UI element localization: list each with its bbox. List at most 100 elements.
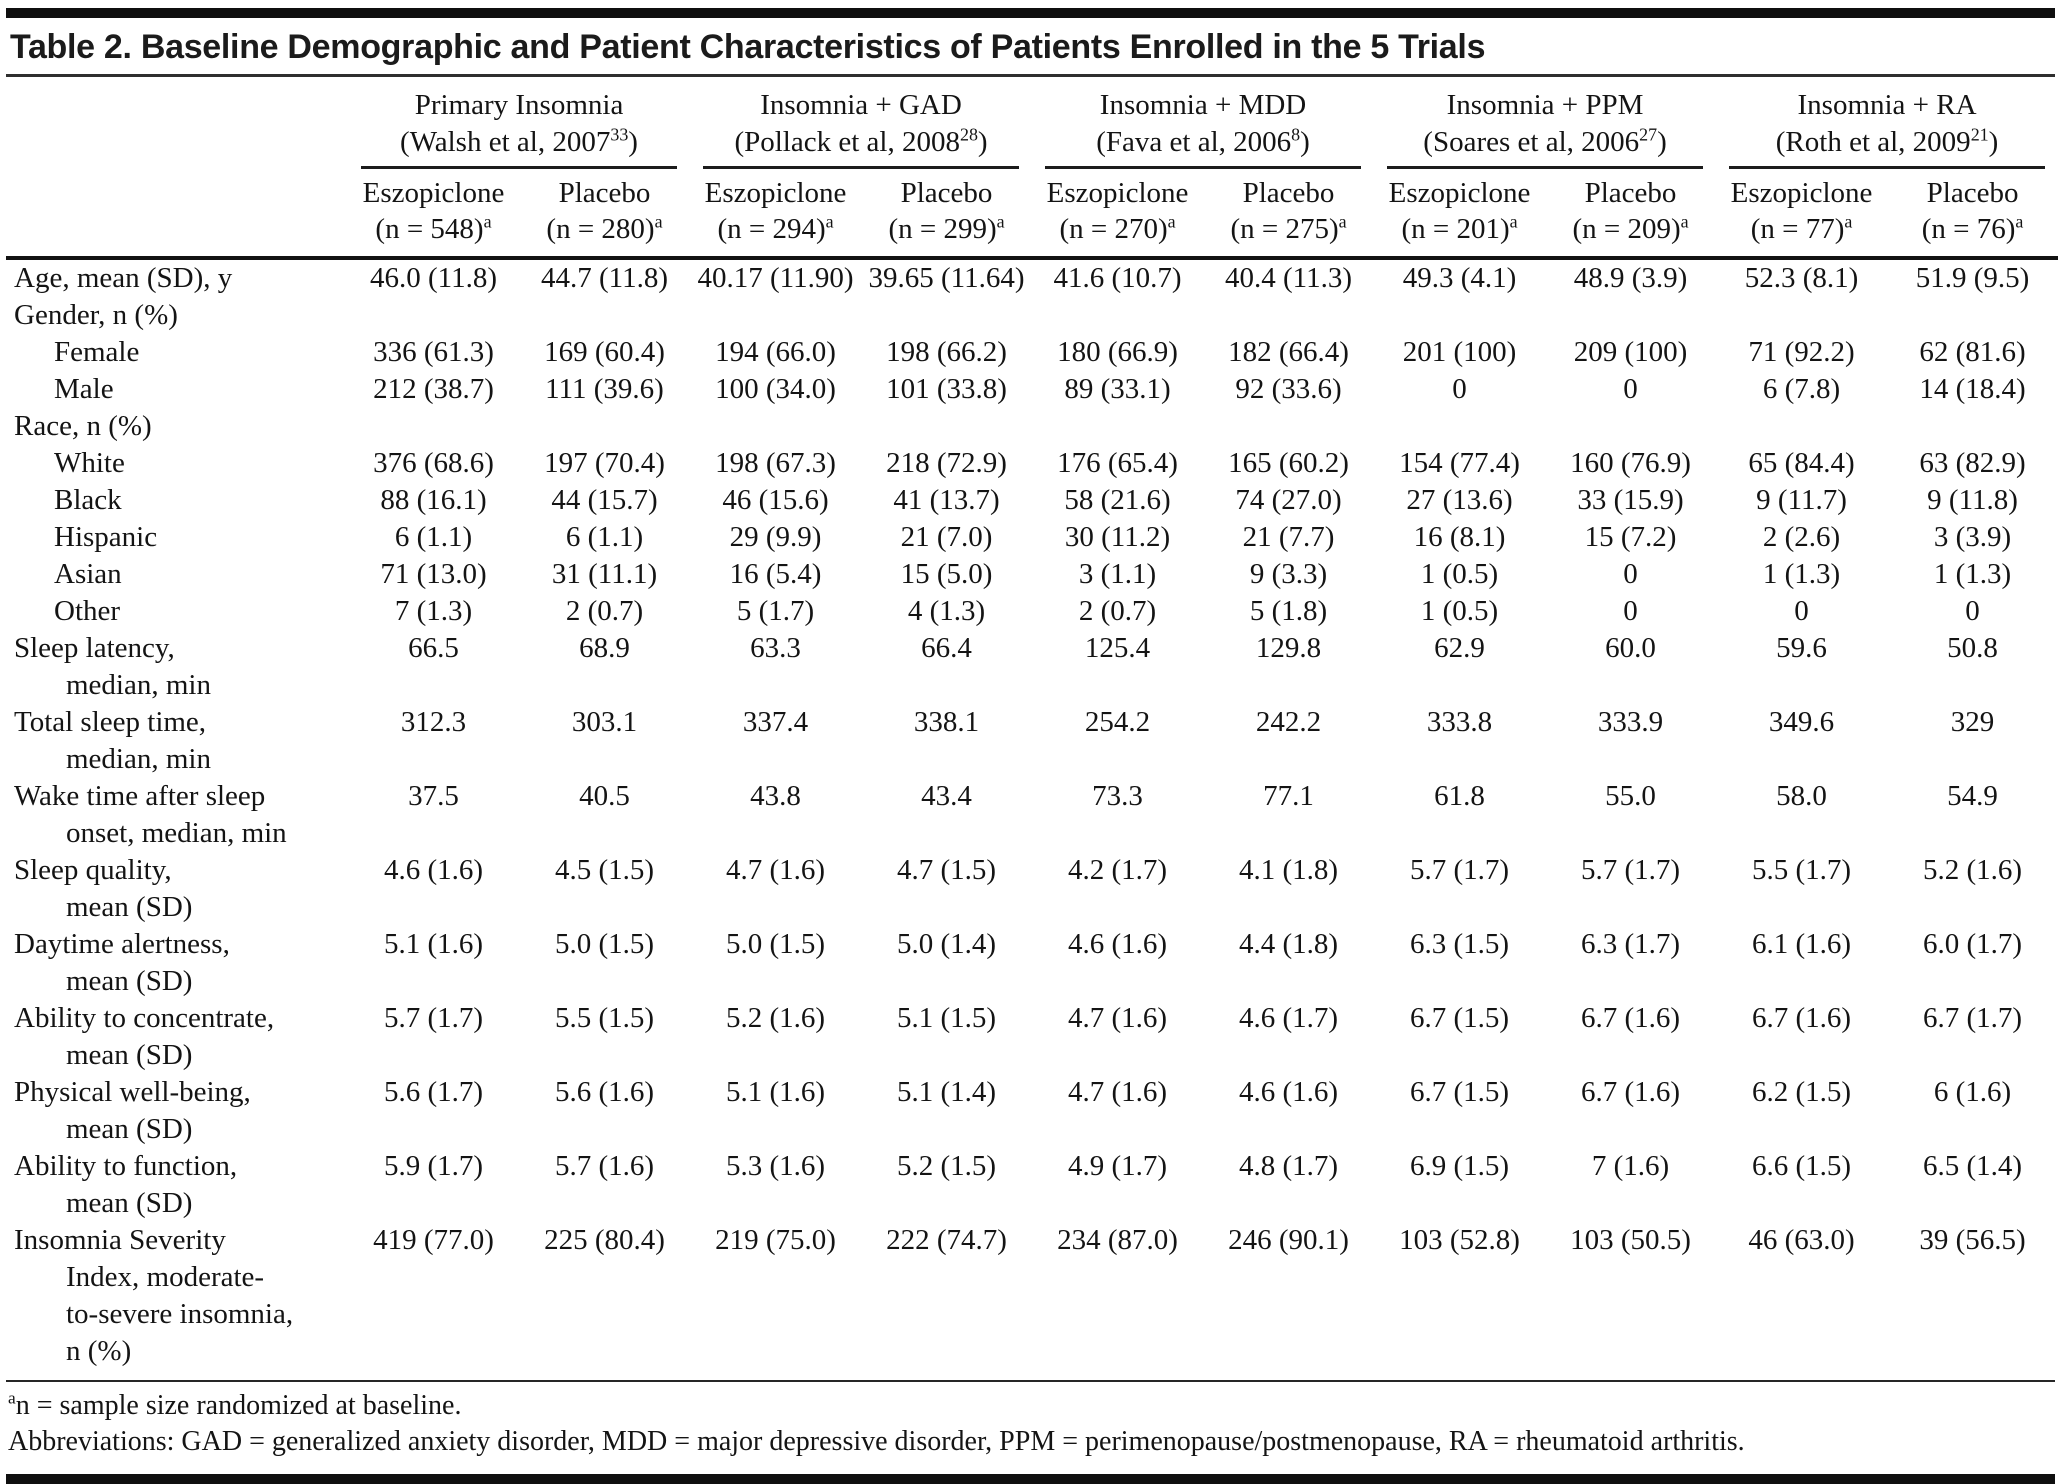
table-cell: 6.7 (1.6) xyxy=(1752,1002,1852,1034)
row-label: Sleep latency, median, min xyxy=(6,630,348,704)
table-row: Female 336 (61.3) 169 (60.4) 194 (66.0) 198 … xyxy=(6,334,2058,371)
table-cell: 4.9 (1.7) xyxy=(1067,1150,1168,1182)
column-header: Eszopiclone (n = 270)a xyxy=(1032,169,1204,260)
row-label-line: Sleep latency, xyxy=(14,632,175,664)
column-header: Eszopiclone (n = 77)a xyxy=(1716,169,1888,260)
citation-close: ) xyxy=(1300,126,1310,158)
table-cell: 6.6 (1.5) xyxy=(1752,1150,1852,1182)
column-sample-size: (n = 275)a xyxy=(1203,211,1374,247)
table-cell: 40.17 (11.90) xyxy=(697,262,854,294)
table-cell: 194 (66.0) xyxy=(715,336,836,368)
table-cell: 9 (11.7) xyxy=(1756,484,1847,516)
row-label: Other xyxy=(6,593,348,630)
table-cell: 4.6 (1.6) xyxy=(383,854,484,886)
row-label-line: n (%) xyxy=(66,1335,132,1367)
table-cell: 16 (5.4) xyxy=(729,558,822,590)
table-cell: 333.8 xyxy=(1426,706,1493,738)
table-cell: 4.7 (1.6) xyxy=(1067,1076,1168,1108)
table-cell: 7 (1.6) xyxy=(1591,1150,1670,1182)
column-drug-name: Placebo xyxy=(558,177,651,209)
table-cell: 5.7 (1.7) xyxy=(1409,854,1510,886)
table-row: Ability to function, mean (SD) 5.9 (1.7) 5.… xyxy=(6,1148,2058,1222)
table-cell: 58 (21.6) xyxy=(1064,484,1171,516)
column-sample-size: (n = 294)a xyxy=(690,211,861,247)
table-cell: 6.7 (1.5) xyxy=(1409,1076,1510,1108)
baseline-characteristics-table: Primary Insomnia (Walsh et al, 200733) Ins… xyxy=(6,77,2059,1370)
row-label: Ability to concentrate, mean (SD) xyxy=(6,1000,348,1074)
table-cell: 46 (15.6) xyxy=(722,484,829,516)
group-citation: (Soares et al, 200627) xyxy=(1387,124,1703,161)
sample-size-superscript: a xyxy=(1680,211,1689,232)
footnote-line: Abbreviations: GAD = generalized anxiety… xyxy=(8,1424,2053,1460)
table-row: Male 212 (38.7) 111 (39.6) 100 (34.0) 101 (3… xyxy=(6,371,2058,408)
table-cell: 77.1 xyxy=(1263,780,1314,812)
table-cell: 41 (13.7) xyxy=(893,484,1000,516)
table-cell: 5.2 (1.6) xyxy=(725,1002,826,1034)
footnote-superscript: a xyxy=(8,1388,16,1408)
table-cell: 198 (67.3) xyxy=(715,447,836,479)
table-cell: 333.9 xyxy=(1597,706,1664,738)
row-label-line: Other xyxy=(54,595,121,627)
table-cell xyxy=(861,297,1032,334)
group-header-row: Primary Insomnia (Walsh et al, 200733) Ins… xyxy=(6,77,2058,169)
table-body: Age, mean (SD), y 46.0 (11.8) 44.7 (11.8) 4… xyxy=(6,258,2058,1370)
group-header: Insomnia + MDD (Fava et al, 20068) xyxy=(1032,77,1374,169)
table-cell: 180 (66.9) xyxy=(1057,336,1178,368)
row-label: Race, n (%) xyxy=(6,408,348,445)
table-cell xyxy=(1203,297,1374,334)
table-cell: 218 (72.9) xyxy=(886,447,1007,479)
table-row: Physical well-being, mean (SD) 5.6 (1.7) 5.… xyxy=(6,1074,2058,1148)
citation-text: (Fava et al, 2006 xyxy=(1096,126,1292,158)
row-label: White xyxy=(6,445,348,482)
row-label-line: Ability to concentrate, xyxy=(14,1002,275,1034)
table-cell: 5.1 (1.6) xyxy=(725,1076,826,1108)
table-cell: 21 (7.7) xyxy=(1242,521,1335,553)
table-cell: 100 (34.0) xyxy=(715,373,836,405)
table-row: Sleep quality, mean (SD) 4.6 (1.6) 4.5 (1.5… xyxy=(6,852,2058,926)
table-cell: 9 (11.8) xyxy=(1927,484,2018,516)
table-cell: 65 (84.4) xyxy=(1748,447,1855,479)
table-cell: 5.1 (1.6) xyxy=(383,928,484,960)
table-row: Asian 71 (13.0) 31 (11.1) 16 (5.4) 15 (5.0) 3… xyxy=(6,556,2058,593)
table-cell: 4 (1.3) xyxy=(907,595,986,627)
table-cell: 5.7 (1.7) xyxy=(383,1002,484,1034)
row-label-line: Hispanic xyxy=(54,521,158,553)
table-cell: 66.5 xyxy=(408,632,459,664)
row-label: Ability to function, mean (SD) xyxy=(6,1148,348,1222)
group-header-inner: Insomnia + MDD (Fava et al, 20068) xyxy=(1045,87,1362,169)
table-cell xyxy=(1032,297,1203,334)
table-cell xyxy=(690,408,861,445)
table-cell: 15 (5.0) xyxy=(900,558,993,590)
citation-ref-superscript: 28 xyxy=(959,124,978,145)
table-cell: 303.1 xyxy=(571,706,638,738)
bottom-rule-bar xyxy=(6,1474,2055,1484)
row-label: Daytime alertness, mean (SD) xyxy=(6,926,348,1000)
table-cell: 54.9 xyxy=(1947,780,1998,812)
table-cell: 4.7 (1.6) xyxy=(725,854,826,886)
table-cell xyxy=(1716,408,1887,445)
table-cell: 5.1 (1.5) xyxy=(896,1002,997,1034)
table-cell: 6.7 (1.7) xyxy=(1923,1002,2023,1034)
row-label-line: median, min xyxy=(66,743,211,775)
table-cell: 44 (15.7) xyxy=(551,484,658,516)
table-cell: 6 (1.6) xyxy=(1933,1076,2012,1108)
column-sample-size: (n = 201)a xyxy=(1374,211,1545,247)
table-cell: 338.1 xyxy=(913,706,980,738)
table-cell xyxy=(1203,408,1374,445)
table-cell: 1 (1.3) xyxy=(1762,558,1841,590)
row-label: Age, mean (SD), y xyxy=(6,258,348,297)
table-cell: 63.3 xyxy=(750,632,801,664)
table-row: Age, mean (SD), y 46.0 (11.8) 44.7 (11.8) 4… xyxy=(6,258,2058,297)
table-cell xyxy=(1032,408,1203,445)
group-header: Insomnia + GAD (Pollack et al, 200828) xyxy=(690,77,1032,169)
table-cell: 88 (16.1) xyxy=(380,484,487,516)
column-drug-name: Eszopiclone xyxy=(1730,177,1873,209)
column-header: Placebo (n = 76)a xyxy=(1887,169,2059,260)
table-cell: 5.2 (1.6) xyxy=(1923,854,2023,886)
table-cell: 103 (50.5) xyxy=(1570,1224,1691,1256)
table-cell: 46.0 (11.8) xyxy=(370,262,497,294)
table-cell xyxy=(1374,408,1545,445)
table-cell: 44.7 (11.8) xyxy=(541,262,668,294)
table-cell xyxy=(348,408,519,445)
column-header: Placebo (n = 275)a xyxy=(1203,169,1375,260)
